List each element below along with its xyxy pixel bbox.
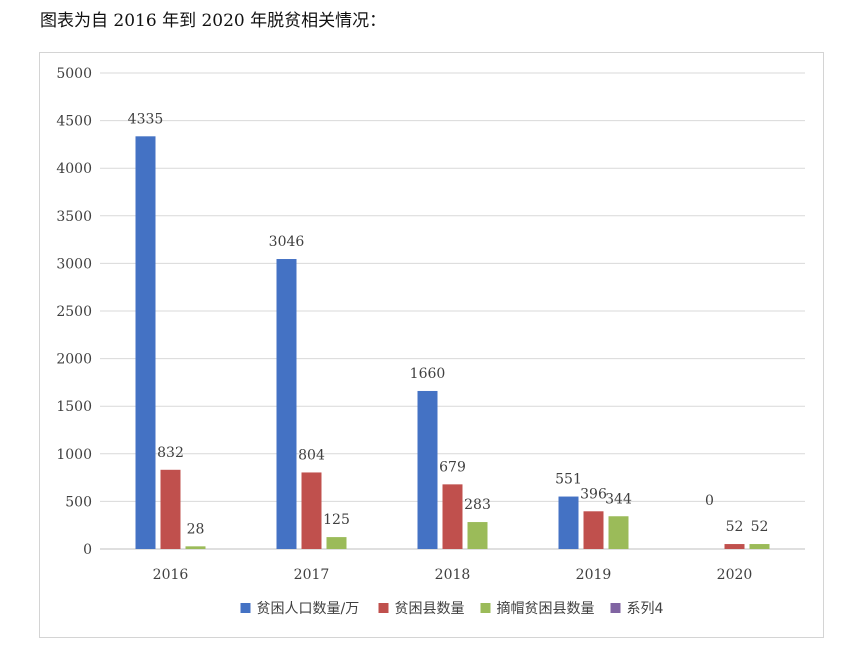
chart-caption: 图表为自 2016 年到 2020 年脱贫相关情况： (40, 11, 387, 31)
bar-2017-series-3 (326, 537, 347, 549)
bar-2019-series-2 (583, 511, 604, 549)
y-tick-label: 5000 (56, 66, 92, 82)
legend-swatch-series-2 (378, 603, 389, 613)
chart-area: 0 500 1000 1500 2000 2500 3000 3500 4000 4500 5000… (39, 52, 824, 638)
x-tick-label: 2017 (294, 567, 330, 583)
data-label-2020-series-3: 52 (751, 519, 769, 535)
legend-label-series-2: 贫困县数量 (395, 601, 465, 617)
data-label-2020-series-2: 52 (726, 519, 744, 535)
y-tick-label: 3500 (56, 209, 92, 225)
bar-2020-series-2 (724, 544, 745, 549)
x-axis-tick-labels: 2016 2017 2018 2019 2020 (153, 567, 753, 583)
bar-2018-series-2 (442, 484, 463, 549)
data-label-2017-series-1: 3046 (269, 234, 305, 250)
bar-2016-series-1 (135, 136, 156, 550)
bar-2017-series-1 (276, 259, 297, 549)
bar-2018-series-3 (467, 522, 488, 549)
legend-swatch-series-4 (610, 603, 621, 613)
bar-2017-series-2 (301, 472, 322, 549)
y-axis-tick-labels: 0 500 1000 1500 2000 2500 3000 3500 4000 4500 5000 (56, 66, 92, 558)
legend-label-series-1: 贫困人口数量/万 (257, 601, 360, 617)
bar-2016-series-2 (160, 469, 181, 549)
x-tick-label: 2016 (153, 567, 189, 583)
gridlines (100, 72, 805, 550)
data-label-2018-series-1: 1660 (410, 366, 446, 382)
x-tick-label: 2018 (435, 567, 471, 583)
data-label-2016-series-2: 832 (157, 445, 184, 461)
x-tick-label: 2020 (717, 567, 753, 583)
data-label-2019-series-1: 551 (555, 472, 582, 488)
data-label-2020-series-1: 0 (705, 493, 714, 509)
data-label-2017-series-2: 804 (298, 447, 325, 463)
y-tick-label: 3000 (56, 256, 92, 272)
bar-2019-series-3 (608, 516, 629, 549)
bar-chart: 0 500 1000 1500 2000 2500 3000 3500 4000 4500 5000… (56, 66, 805, 617)
bar-2018-series-1 (417, 390, 438, 549)
bar-2016-series-3 (185, 546, 206, 549)
bars (135, 136, 770, 550)
legend-swatch-series-1 (240, 603, 251, 613)
y-tick-label: 1000 (56, 447, 92, 463)
bar-2020-series-3 (749, 544, 770, 549)
data-label-2016-series-3: 28 (187, 521, 205, 537)
y-tick-label: 500 (65, 494, 92, 510)
y-tick-label: 0 (83, 542, 92, 558)
data-label-2019-series-2: 396 (580, 486, 607, 502)
y-tick-label: 1500 (56, 399, 92, 415)
data-label-2019-series-3: 344 (605, 491, 632, 507)
legend-label-series-4: 系列4 (627, 601, 664, 617)
data-label-2018-series-3: 283 (464, 497, 491, 513)
legend-label-series-3: 摘帽贫困县数量 (497, 600, 595, 617)
x-tick-label: 2019 (576, 567, 612, 583)
y-tick-label: 2000 (56, 352, 92, 368)
y-tick-label: 4500 (56, 114, 92, 130)
y-tick-label: 2500 (56, 304, 92, 320)
data-label-2018-series-2: 679 (439, 459, 466, 475)
y-tick-label: 4000 (56, 161, 92, 177)
data-label-2016-series-1: 4335 (128, 111, 164, 127)
bar-2019-series-1 (558, 496, 579, 549)
legend: 贫困人口数量/万 贫困县数量 摘帽贫困县数量 系列4 (240, 600, 664, 617)
legend-swatch-series-3 (480, 603, 491, 613)
data-label-2017-series-3: 125 (323, 512, 350, 528)
